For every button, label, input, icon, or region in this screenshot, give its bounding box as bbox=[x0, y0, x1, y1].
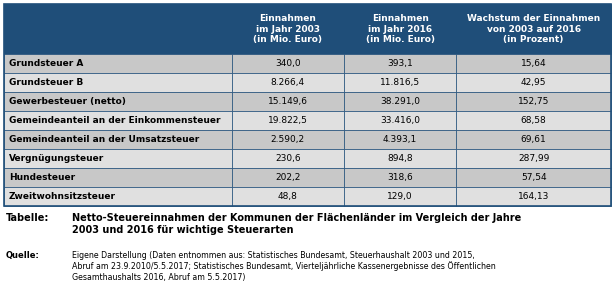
Bar bbox=[456, 168, 611, 187]
Bar bbox=[344, 73, 456, 92]
Bar bbox=[232, 111, 344, 130]
Bar bbox=[344, 92, 456, 111]
Text: Gewerbesteuer (netto): Gewerbesteuer (netto) bbox=[9, 97, 126, 106]
Bar bbox=[4, 187, 232, 206]
Bar bbox=[344, 187, 456, 206]
Text: Grundsteuer A: Grundsteuer A bbox=[9, 59, 84, 68]
Text: 57,54: 57,54 bbox=[521, 173, 546, 182]
Bar bbox=[344, 149, 456, 168]
Bar bbox=[456, 130, 611, 149]
Text: 11.816,5: 11.816,5 bbox=[380, 78, 420, 87]
Text: Eigene Darstellung (Daten entnommen aus: Statistisches Bundesamt, Steuerhaushalt: Eigene Darstellung (Daten entnommen aus:… bbox=[72, 251, 496, 282]
Text: 2.590,2: 2.590,2 bbox=[271, 135, 305, 144]
Text: Quelle:: Quelle: bbox=[6, 251, 40, 260]
Bar bbox=[344, 4, 456, 54]
Text: Einnahmen
im Jahr 2016
(in Mio. Euro): Einnahmen im Jahr 2016 (in Mio. Euro) bbox=[365, 14, 435, 44]
Bar bbox=[456, 111, 611, 130]
Text: 4.393,1: 4.393,1 bbox=[383, 135, 417, 144]
Bar bbox=[4, 54, 232, 73]
Bar bbox=[4, 4, 232, 54]
Bar bbox=[4, 73, 232, 92]
Text: 129,0: 129,0 bbox=[387, 192, 413, 201]
Text: 8.266,4: 8.266,4 bbox=[271, 78, 305, 87]
Text: 164,13: 164,13 bbox=[518, 192, 549, 201]
Bar bbox=[456, 73, 611, 92]
Text: 15,64: 15,64 bbox=[521, 59, 546, 68]
Bar bbox=[232, 187, 344, 206]
Text: 287,99: 287,99 bbox=[518, 154, 549, 163]
Text: 19.822,5: 19.822,5 bbox=[268, 116, 308, 125]
Text: 15.149,6: 15.149,6 bbox=[268, 97, 308, 106]
Text: 68,58: 68,58 bbox=[521, 116, 547, 125]
Bar bbox=[456, 54, 611, 73]
Bar bbox=[456, 92, 611, 111]
Text: 230,6: 230,6 bbox=[275, 154, 301, 163]
Text: 318,6: 318,6 bbox=[387, 173, 413, 182]
Text: 152,75: 152,75 bbox=[518, 97, 549, 106]
Bar bbox=[4, 4, 611, 206]
Text: Gemeindeanteil an der Einkommensteuer: Gemeindeanteil an der Einkommensteuer bbox=[9, 116, 221, 125]
Text: 202,2: 202,2 bbox=[275, 173, 301, 182]
Bar bbox=[4, 168, 232, 187]
Text: Vergnügungsteuer: Vergnügungsteuer bbox=[9, 154, 105, 163]
Bar bbox=[4, 130, 232, 149]
Text: 48,8: 48,8 bbox=[278, 192, 298, 201]
Bar bbox=[344, 54, 456, 73]
Text: Wachstum der Einnahmen
von 2003 auf 2016
(in Prozent): Wachstum der Einnahmen von 2003 auf 2016… bbox=[467, 14, 600, 44]
Bar bbox=[4, 149, 232, 168]
Text: Zweitwohnsitzsteuer: Zweitwohnsitzsteuer bbox=[9, 192, 116, 201]
Text: 340,0: 340,0 bbox=[275, 59, 301, 68]
Text: 42,95: 42,95 bbox=[521, 78, 546, 87]
Bar bbox=[232, 4, 344, 54]
Bar bbox=[232, 149, 344, 168]
Text: Hundesteuer: Hundesteuer bbox=[9, 173, 75, 182]
Text: Gemeindeanteil an der Umsatzsteuer: Gemeindeanteil an der Umsatzsteuer bbox=[9, 135, 199, 144]
Bar bbox=[456, 187, 611, 206]
Bar bbox=[232, 73, 344, 92]
Bar bbox=[456, 4, 611, 54]
Text: 69,61: 69,61 bbox=[521, 135, 547, 144]
Bar bbox=[232, 54, 344, 73]
Text: 33.416,0: 33.416,0 bbox=[380, 116, 420, 125]
Text: 393,1: 393,1 bbox=[387, 59, 413, 68]
Bar bbox=[4, 111, 232, 130]
Bar bbox=[456, 149, 611, 168]
Bar bbox=[344, 111, 456, 130]
Text: Tabelle:: Tabelle: bbox=[6, 213, 49, 223]
Bar bbox=[344, 130, 456, 149]
Text: Netto-Steuereinnahmen der Kommunen der Flächenländer im Vergleich der Jahre
2003: Netto-Steuereinnahmen der Kommunen der F… bbox=[72, 213, 522, 235]
Bar bbox=[232, 92, 344, 111]
Text: Grundsteuer B: Grundsteuer B bbox=[9, 78, 83, 87]
Text: 38.291,0: 38.291,0 bbox=[380, 97, 420, 106]
Bar bbox=[232, 130, 344, 149]
Text: 894,8: 894,8 bbox=[387, 154, 413, 163]
Text: Einnahmen
im Jahr 2003
(in Mio. Euro): Einnahmen im Jahr 2003 (in Mio. Euro) bbox=[253, 14, 322, 44]
Bar bbox=[232, 168, 344, 187]
Bar bbox=[344, 168, 456, 187]
Bar bbox=[4, 92, 232, 111]
